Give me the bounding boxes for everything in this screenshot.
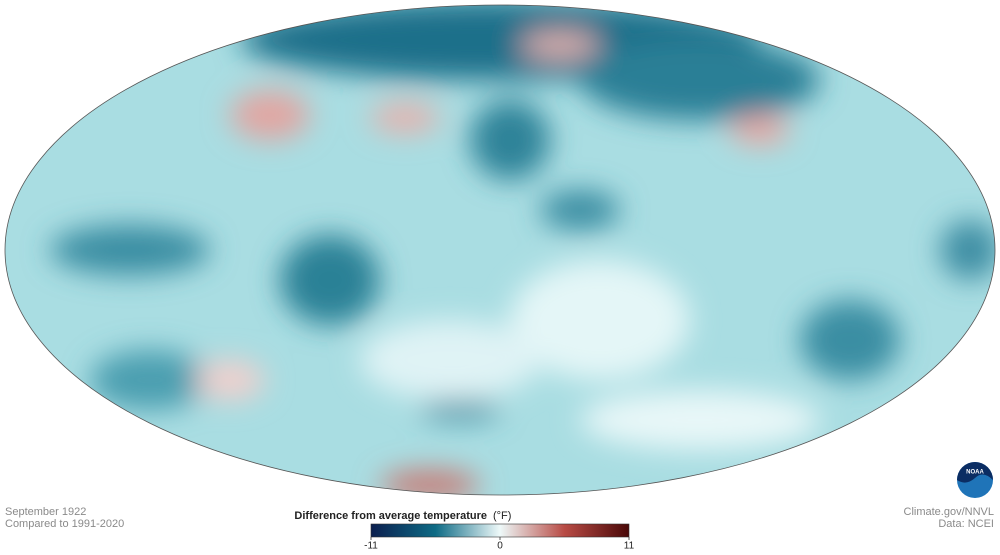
globe-outline <box>4 4 996 496</box>
date: September 1922 <box>5 506 86 518</box>
map <box>5 5 995 495</box>
legend: Difference from average temperature (°F)… <box>294 510 634 552</box>
legend-title: Difference from average temperature <box>294 510 487 522</box>
legend-tick-label: 11 <box>624 541 635 552</box>
baseline: Compared to 1991-2020 <box>5 518 124 530</box>
color-bar <box>370 523 630 538</box>
legend-tick-label: -11 <box>364 541 378 552</box>
legend-unit: (°F) <box>493 510 511 522</box>
legend-tick-label: 0 <box>497 541 503 552</box>
logo-text: NOAA <box>966 470 984 476</box>
noaa-logo: NOAA <box>957 462 993 498</box>
data-credit: Data: NCEI <box>938 518 994 530</box>
source: Climate.gov/NNVL <box>904 506 994 518</box>
